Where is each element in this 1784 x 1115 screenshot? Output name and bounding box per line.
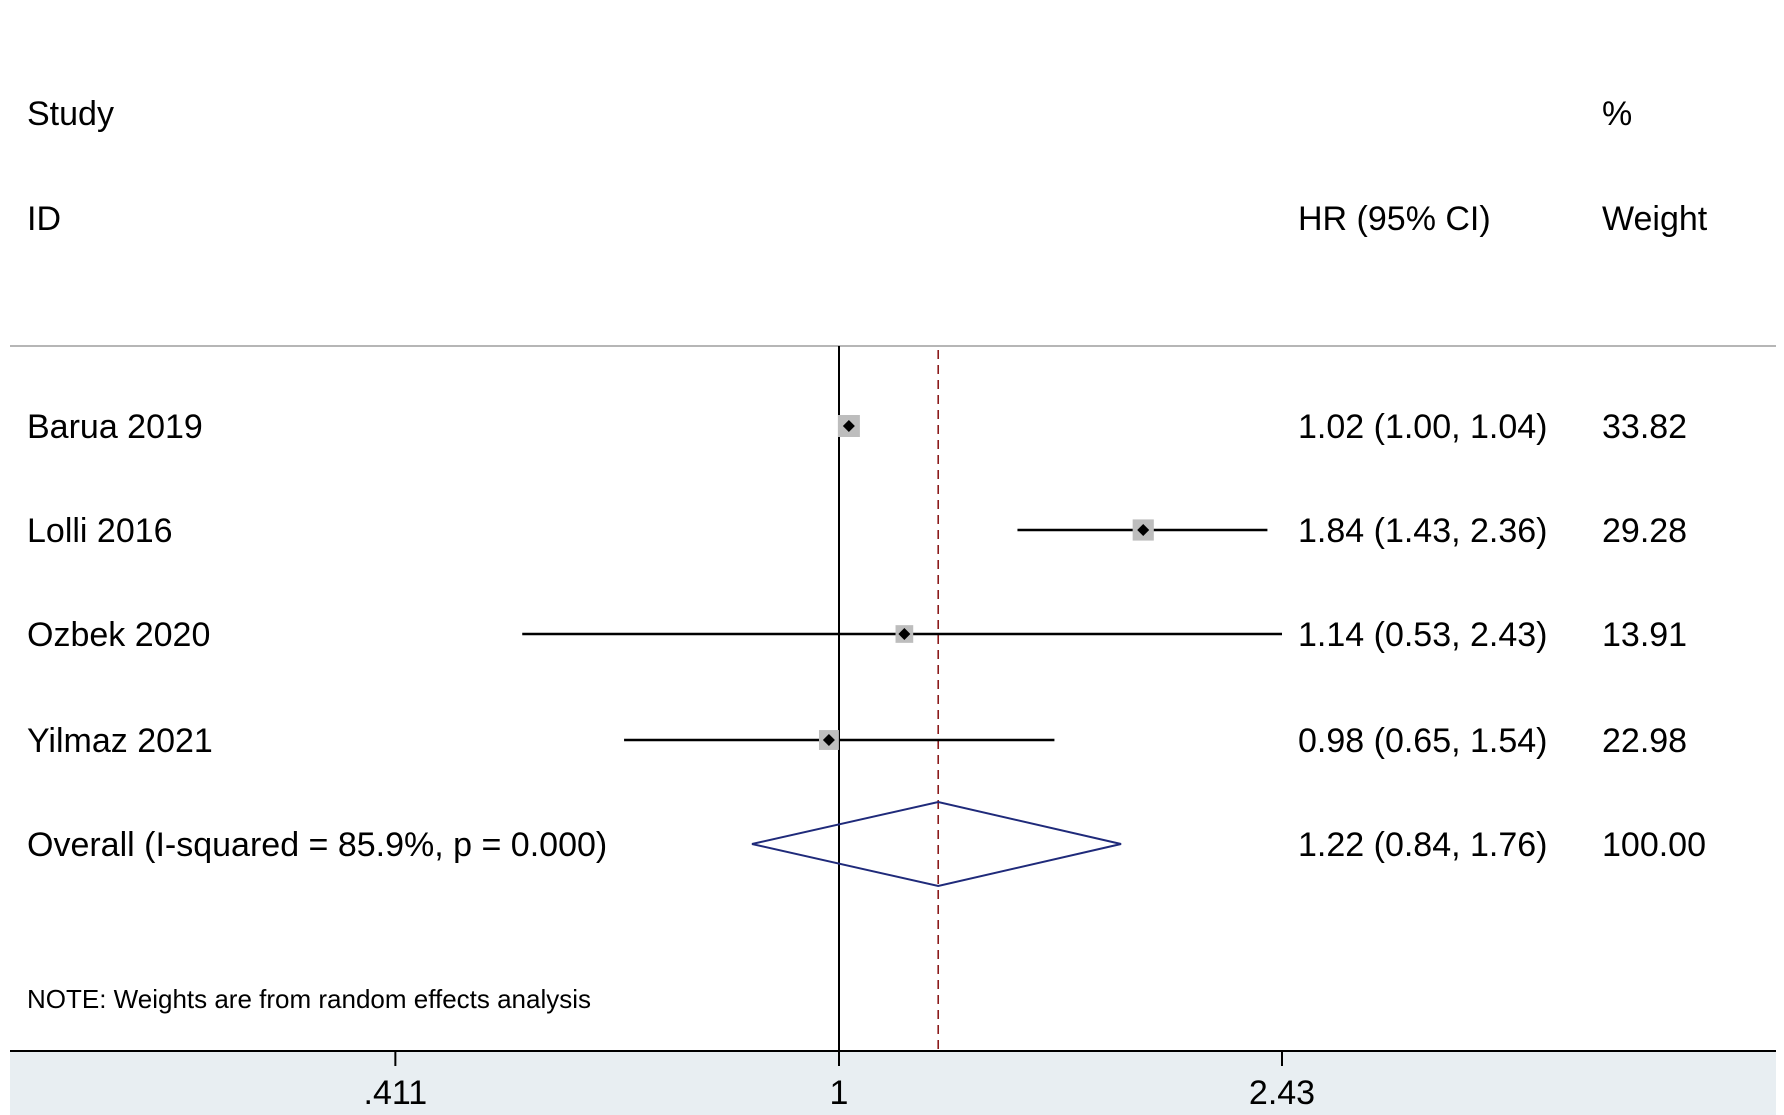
study-ci-text: 1.84 (1.43, 2.36) [1298,512,1548,550]
header-study: Study [27,95,114,133]
study-point-marker [822,734,835,746]
header-effect: HR (95% CI) [1298,200,1491,238]
x-tick-label: .411 [364,1074,428,1112]
study-ci-text: 1.14 (0.53, 2.43) [1298,616,1548,654]
axis-band [10,1052,1776,1115]
x-tick-label: 1 [830,1074,849,1112]
study-label: Barua 2019 [27,408,203,446]
overall-diamond [751,800,1122,888]
overall-weight-text: 100.00 [1602,826,1706,864]
study-weight-text: 33.82 [1602,408,1687,446]
chart-marks: Barua 2019 1.02 (1.00, 1.04) 33.82 Lolli 20… [27,346,1706,1112]
overall-ci-text: 1.22 (0.84, 1.76) [1298,826,1548,864]
header-id: ID [27,200,61,238]
overall-label: Overall (I-squared = 85.9%, p = 0.000) [27,826,607,864]
study-weight-text: 22.98 [1602,722,1687,760]
study-ci-text: 1.02 (1.00, 1.04) [1298,408,1548,446]
study-ci-text: 0.98 (0.65, 1.54) [1298,722,1548,760]
header-weight: Weight [1602,200,1708,238]
header-weight-percent: % [1602,95,1632,133]
study-point-marker [1137,524,1150,536]
study-label: Lolli 2016 [27,512,173,550]
study-weight-text: 13.91 [1602,616,1687,654]
study-point-marker [898,628,911,640]
study-label: Ozbek 2020 [27,616,210,654]
x-tick-label: 2.43 [1249,1074,1315,1112]
study-label: Yilmaz 2021 [27,722,213,760]
study-weight-text: 29.28 [1602,512,1687,550]
weights-note: NOTE: Weights are from random effects an… [27,984,591,1014]
study-point-marker [842,420,855,432]
